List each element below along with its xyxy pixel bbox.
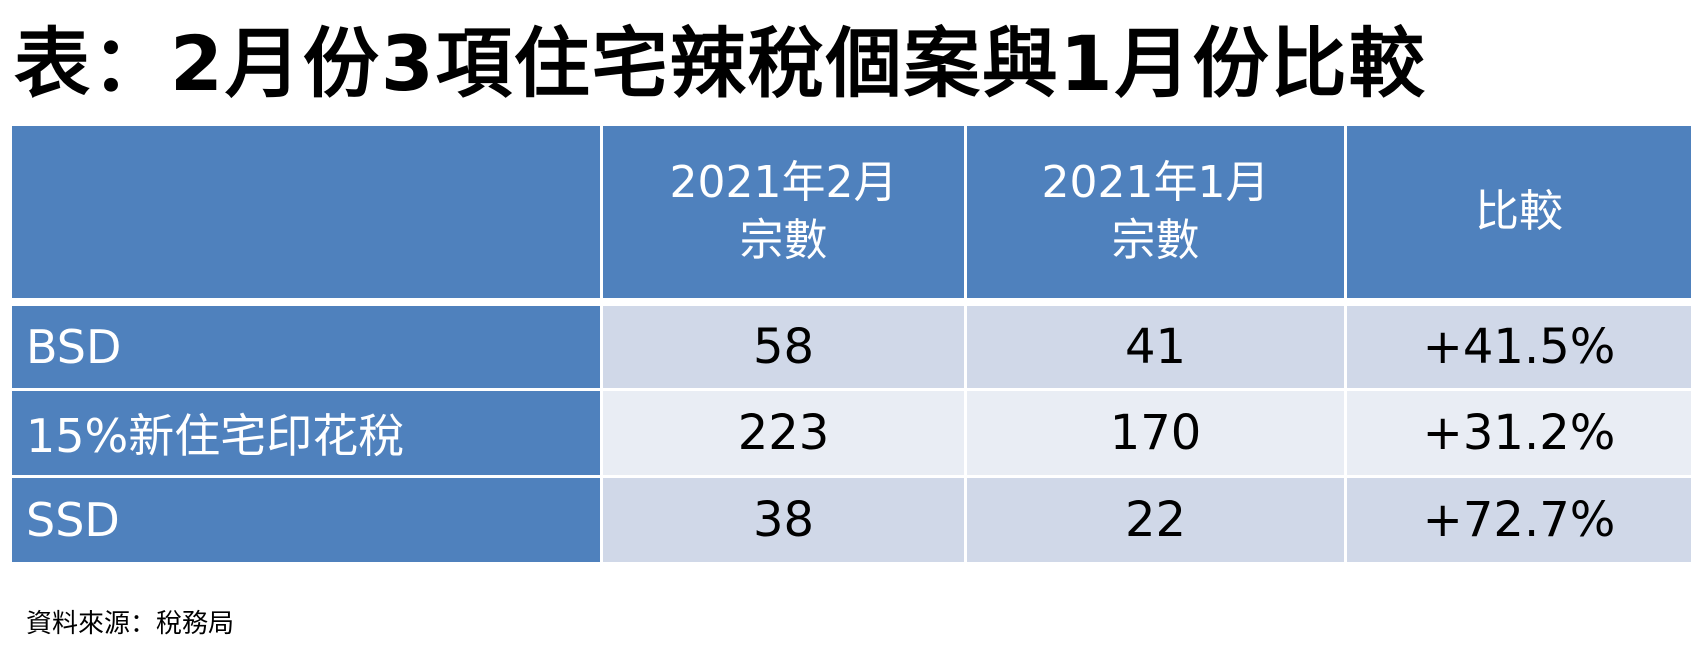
header-cell-jan: 2021年1月 宗數	[967, 126, 1344, 298]
header-feb-line2: 宗數	[739, 215, 828, 266]
jan-count: 22	[967, 478, 1344, 562]
feb-count: 58	[603, 306, 964, 388]
change-value: +41.5%	[1347, 306, 1691, 388]
change-value: +72.7%	[1347, 478, 1691, 562]
header-feb-line1: 2021年2月	[669, 157, 898, 208]
row-label: SSD	[12, 478, 600, 562]
header-change-label: 比較	[1475, 186, 1563, 237]
header-cell-change: 比較	[1347, 126, 1691, 298]
jan-count: 41	[967, 306, 1344, 388]
comparison-table: 2021年2月 宗數 2021年1月 宗數 比較 BSD 58 41 +41.5…	[12, 126, 1691, 562]
jan-count: 170	[967, 391, 1344, 475]
table-row: 15%新住宅印花稅 223 170 +31.2%	[12, 391, 1691, 475]
header-cell-feb: 2021年2月 宗數	[603, 126, 964, 298]
header-jan-line1: 2021年1月	[1041, 157, 1270, 208]
feb-count: 38	[603, 478, 964, 562]
row-label: 15%新住宅印花稅	[12, 391, 600, 475]
change-value: +31.2%	[1347, 391, 1691, 475]
source-note: 資料來源：稅務局	[26, 609, 235, 639]
row-label: BSD	[12, 306, 600, 388]
header-jan-line2: 宗數	[1111, 215, 1200, 266]
header-cell-blank	[12, 126, 600, 298]
page-title: 表：2月份3項住宅辣稅個案與1月份比較	[14, 19, 1427, 108]
table-header-row: 2021年2月 宗數 2021年1月 宗數 比較	[12, 126, 1691, 298]
feb-count: 223	[603, 391, 964, 475]
table-row: BSD 58 41 +41.5%	[12, 306, 1691, 388]
table-row: SSD 38 22 +72.7%	[12, 478, 1691, 562]
